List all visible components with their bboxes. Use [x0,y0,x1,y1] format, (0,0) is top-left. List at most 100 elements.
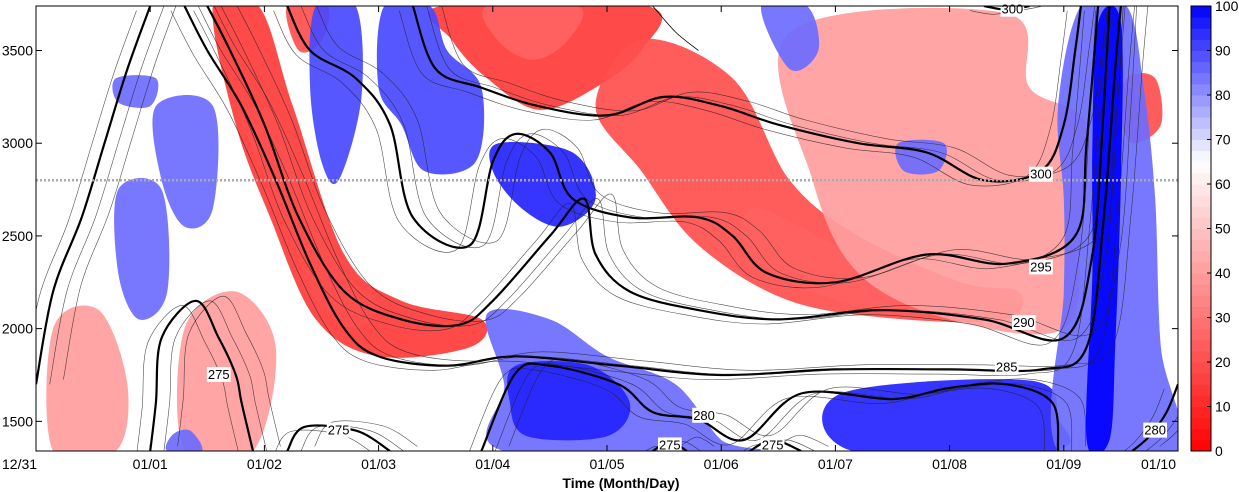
colorbar-step [1191,150,1211,163]
colorbar-label: 100 [1215,0,1239,14]
colorbar-label: 60 [1215,176,1231,192]
colorbar-step [1191,117,1211,129]
contour-label-300: 300 [1002,2,1024,17]
contour-thin-295-9-0 [273,10,1085,289]
contour-label-bg [760,437,785,453]
colorbar-step [1191,373,1211,385]
colorbar-step [1191,28,1211,40]
colorbar-step [1191,61,1211,74]
contour-label-300: 300 [1030,167,1052,182]
colorbar-step [1191,128,1211,140]
contour-label-bg [657,437,682,453]
fill-region-blue-0103-column [376,6,485,175]
fill-region-red-core-0104 [482,6,584,60]
contour-300-12 [652,6,699,51]
y-tick-label: 3500 [2,43,33,59]
colorbar-step [1191,217,1211,229]
colorbar: 0 10 20 30 40 50 60 70 80 90 100 [1190,0,1239,459]
contour-thin-280-5-1 [1145,415,1178,451]
colorbar-step [1191,428,1211,441]
fill-regions [46,6,1178,451]
contour-thin-300-10-0 [398,10,1068,187]
fill-region-blue-0100-left [114,177,170,320]
contour-label-275: 275 [659,437,681,452]
contour-label-275: 275 [208,367,230,382]
x-tick-label: 12/31 [2,456,37,472]
fill-region-blue-top-0106 [761,6,820,71]
colorbar-label: 70 [1215,132,1231,148]
x-tick-label: 01/01 [133,456,168,472]
colorbar-step [1191,50,1211,63]
contour-label-285: 285 [996,360,1018,375]
contour-label-bg [1029,259,1053,275]
x-tick-label: 01/04 [475,456,510,472]
contour-thin-285-7-2 [213,6,1149,371]
colorbar-step [1191,362,1211,374]
y-axis: 1500 2000 2500 3000 3500 [2,43,1178,429]
contour-thin-285-6-0 [36,10,137,312]
contour-290-8 [206,6,1111,342]
x-tick-label: 01/03 [361,456,396,472]
contour-label-280: 280 [1144,423,1166,438]
x-tick-label: 01/06 [704,456,739,472]
colorbar-step [1191,306,1211,318]
colorbar-step [1191,172,1211,185]
x-tick-label: 01/07 [818,456,853,472]
colorbar-step [1191,284,1211,296]
colorbar-step [1191,206,1211,218]
colorbar-step [1191,106,1211,118]
colorbar-step [1191,339,1211,352]
contour-thin-275-0-1 [163,300,267,451]
colorbar-step [1191,406,1211,419]
contour-thin-290-8-1 [220,6,1124,341]
contour-thin-300-10-2 [441,6,1109,178]
y-tick-label: 3000 [2,135,33,151]
contour-label-290: 290 [1013,315,1035,330]
y-tick-label: 2500 [2,228,33,244]
colorbar-step [1191,6,1211,18]
colorbar-label: 0 [1215,443,1223,459]
y-tick-label: 2000 [2,321,33,337]
contour-295-9 [286,6,1100,285]
contour-thin-285-7-0 [170,10,1108,380]
colorbar-step [1191,417,1211,430]
colorbar-step [1191,195,1211,207]
colorbar-step [1191,350,1211,363]
contour-thin-285-6-1 [49,6,165,385]
colorbar-step [1191,83,1211,96]
contour-label-295: 295 [1030,259,1052,274]
contour-lines [36,6,1178,451]
colorbar-step [1191,295,1211,307]
contour-label-bg [1011,315,1036,331]
contour-thin-280-5-2 [1159,429,1178,447]
colorbar-label: 50 [1215,221,1231,237]
x-axis-title: Time (Month/Day) [562,475,679,491]
contour-thin-275-1-0 [275,429,371,451]
contour-label-bg [326,422,351,438]
colorbar-step [1191,161,1211,174]
colorbar-step [1191,239,1211,252]
contour-label-275: 275 [328,423,350,438]
colorbar-step [1191,250,1211,263]
colorbar-label: 90 [1215,43,1231,59]
contour-thin-280-4-0 [469,367,1045,451]
contour-label-bg [1143,422,1168,438]
contour-thin-295-9-2 [316,6,1126,279]
contour-300-10 [411,6,1082,183]
colorbar-step [1191,317,1211,330]
contour-thin-275-3-0 [742,444,779,451]
x-tick-label: 01/08 [932,456,967,472]
x-tick-label: 01/05 [589,456,624,472]
colorbar-label: 30 [1215,310,1231,326]
colorbar-step [1191,328,1211,341]
contour-thin-280-4-2 [508,358,1086,447]
fill-region-red-band-descending [212,6,488,358]
contour-thin-275-2-0 [645,446,668,451]
colorbar-step [1191,139,1211,152]
contour-thin-275-0-2 [177,295,281,447]
colorbar-label: 10 [1215,399,1231,415]
colorbar-step [1191,17,1211,29]
colorbar-step [1191,72,1211,85]
contour-285-6 [36,6,152,385]
